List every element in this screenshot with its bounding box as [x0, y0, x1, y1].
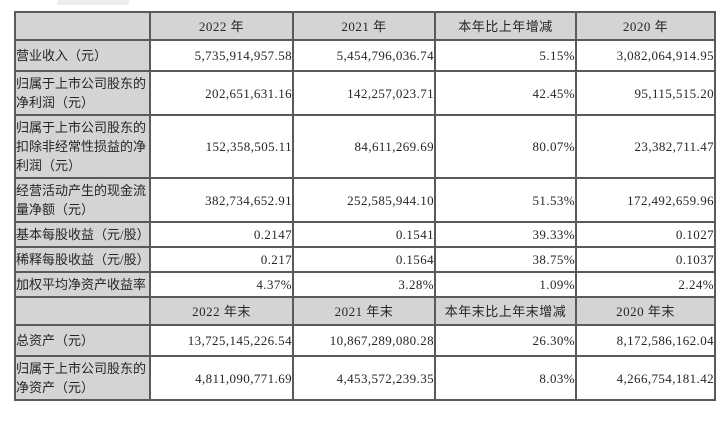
- cell-value: 8.03%: [434, 355, 577, 401]
- cell-value: 13,725,145,226.54: [149, 324, 294, 357]
- cell-value: 252,585,944.10: [292, 177, 436, 223]
- financial-summary-table: 2022 年 2021 年 本年比上年增减 2020 年 营业收入（元） 5,7…: [14, 11, 716, 401]
- col-header-2020: 2020 年: [575, 11, 716, 41]
- cell-value: 0.1027: [575, 221, 716, 248]
- row-label: 营业收入（元）: [14, 39, 151, 72]
- cell-value: 5,454,796,036.74: [292, 39, 436, 72]
- table-row-total-assets: 总资产（元） 13,725,145,226.54 10,867,289,080.…: [14, 324, 716, 357]
- cell-value: 84,611,269.69: [292, 114, 436, 179]
- corner-cell: [14, 11, 151, 41]
- cell-value: 0.217: [149, 246, 294, 273]
- cell-value: 202,651,631.16: [149, 70, 294, 116]
- col-header-year-end-change: 本年末比上年末增减: [434, 296, 577, 326]
- cell-value: 4.37%: [149, 271, 294, 298]
- row-label: 归属于上市公司股东的净资产（元）: [14, 355, 151, 401]
- table-row-deducted-net-profit: 归属于上市公司股东的扣除非经常性损益的净利润（元） 152,358,505.11…: [14, 114, 716, 179]
- cell-value: 152,358,505.11: [149, 114, 294, 179]
- cell-value: 10,867,289,080.28: [292, 324, 436, 357]
- cropped-text-artifact: [57, 0, 129, 5]
- cell-value: 1.09%: [434, 271, 577, 298]
- cell-value: 51.53%: [434, 177, 577, 223]
- cell-value: 26.30%: [434, 324, 577, 357]
- cell-value: 382,734,652.91: [149, 177, 294, 223]
- cell-value: 23,382,711.47: [575, 114, 716, 179]
- row-label: 经营活动产生的现金流量净额（元）: [14, 177, 151, 223]
- cell-value: 42.45%: [434, 70, 577, 116]
- cell-value: 0.1564: [292, 246, 436, 273]
- row-label: 加权平均净资产收益率: [14, 271, 151, 298]
- cell-value: 142,257,023.71: [292, 70, 436, 116]
- table-header-annual: 2022 年 2021 年 本年比上年增减 2020 年: [14, 11, 716, 41]
- col-header-2022-end: 2022 年末: [149, 296, 294, 326]
- table-row-revenue: 营业收入（元） 5,735,914,957.58 5,454,796,036.7…: [14, 39, 716, 72]
- table-row-basic-eps: 基本每股收益（元/股） 0.2147 0.1541 39.33% 0.1027: [14, 221, 716, 248]
- row-label: 基本每股收益（元/股）: [14, 221, 151, 248]
- col-header-2021-end: 2021 年末: [292, 296, 436, 326]
- table-row-net-profit: 归属于上市公司股东的净利润（元） 202,651,631.16 142,257,…: [14, 70, 716, 116]
- cell-value: 80.07%: [434, 114, 577, 179]
- cell-value: 0.2147: [149, 221, 294, 248]
- cell-value: 5.15%: [434, 39, 577, 72]
- cell-value: 0.1037: [575, 246, 716, 273]
- cell-value: 38.75%: [434, 246, 577, 273]
- col-header-2022: 2022 年: [149, 11, 294, 41]
- cell-value: 0.1541: [292, 221, 436, 248]
- table-header-year-end: 2022 年末 2021 年末 本年末比上年末增减 2020 年末: [14, 296, 716, 326]
- cell-value: 3,082,064,914.95: [575, 39, 716, 72]
- cell-value: 39.33%: [434, 221, 577, 248]
- cell-value: 2.24%: [575, 271, 716, 298]
- table-row-operating-cash-flow: 经营活动产生的现金流量净额（元） 382,734,652.91 252,585,…: [14, 177, 716, 223]
- col-header-yoy-change: 本年比上年增减: [434, 11, 577, 41]
- cell-value: 95,115,515.20: [575, 70, 716, 116]
- table-row-weighted-avg-roe: 加权平均净资产收益率 4.37% 3.28% 1.09% 2.24%: [14, 271, 716, 298]
- cell-value: 4,811,090,771.69: [149, 355, 294, 401]
- table-row-diluted-eps: 稀释每股收益（元/股） 0.217 0.1564 38.75% 0.1037: [14, 246, 716, 273]
- row-label: 稀释每股收益（元/股）: [14, 246, 151, 273]
- table-row-net-assets: 归属于上市公司股东的净资产（元） 4,811,090,771.69 4,453,…: [14, 355, 716, 401]
- cell-value: 4,266,754,181.42: [575, 355, 716, 401]
- row-label: 归属于上市公司股东的净利润（元）: [14, 70, 151, 116]
- cell-value: 3.28%: [292, 271, 436, 298]
- cell-value: 8,172,586,162.04: [575, 324, 716, 357]
- corner-cell: [14, 296, 151, 326]
- col-header-2020-end: 2020 年末: [575, 296, 716, 326]
- cell-value: 5,735,914,957.58: [149, 39, 294, 72]
- col-header-2021: 2021 年: [292, 11, 436, 41]
- cell-value: 172,492,659.96: [575, 177, 716, 223]
- cell-value: 4,453,572,239.35: [292, 355, 436, 401]
- row-label: 总资产（元）: [14, 324, 151, 357]
- row-label: 归属于上市公司股东的扣除非经常性损益的净利润（元）: [14, 114, 151, 179]
